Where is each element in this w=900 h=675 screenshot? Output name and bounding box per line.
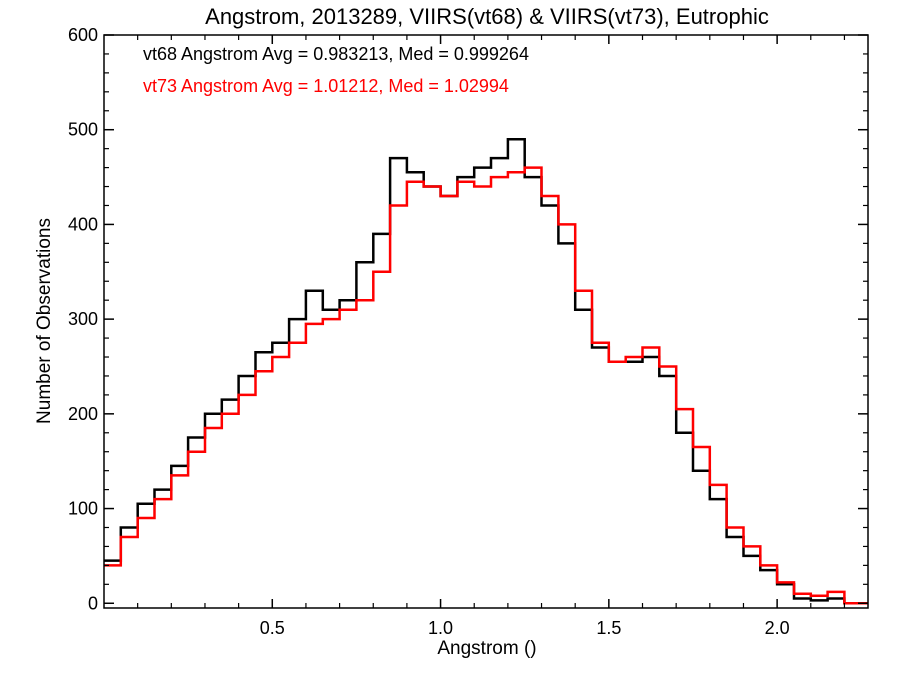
plot-area: [104, 137, 868, 605]
histogram-series-0: [104, 137, 868, 605]
y-tick-label: 200: [68, 404, 98, 424]
x-axis: 0.5 1.0 1.5 2.0: [137, 35, 846, 638]
chart-title: Angstrom, 2013289, VIIRS(vt68) & VIIRS(v…: [205, 4, 769, 29]
y-axis-title: Number of Observations: [34, 218, 55, 424]
x-tick-label: 1.5: [596, 618, 621, 638]
annotation-vt68: vt68 Angstrom Avg = 0.983213, Med = 0.99…: [143, 44, 529, 64]
y-axis: 0 100 200 300 400 500 600: [68, 25, 868, 613]
y-tick-label: 600: [68, 25, 98, 45]
x-axis-title: Angstrom (): [437, 638, 536, 659]
histogram-series-1: [104, 166, 868, 605]
y-tick-label: 100: [68, 499, 98, 519]
y-tick-label: 300: [68, 309, 98, 329]
annotation-vt73: vt73 Angstrom Avg = 1.01212, Med = 1.029…: [143, 76, 509, 96]
y-tick-label: 0: [88, 593, 98, 613]
x-tick-label: 2.0: [765, 618, 790, 638]
y-tick-label: 400: [68, 214, 98, 234]
x-tick-label: 1.0: [428, 618, 453, 638]
y-tick-label: 500: [68, 120, 98, 140]
x-tick-label: 0.5: [260, 618, 285, 638]
plot-frame: [103, 34, 869, 609]
